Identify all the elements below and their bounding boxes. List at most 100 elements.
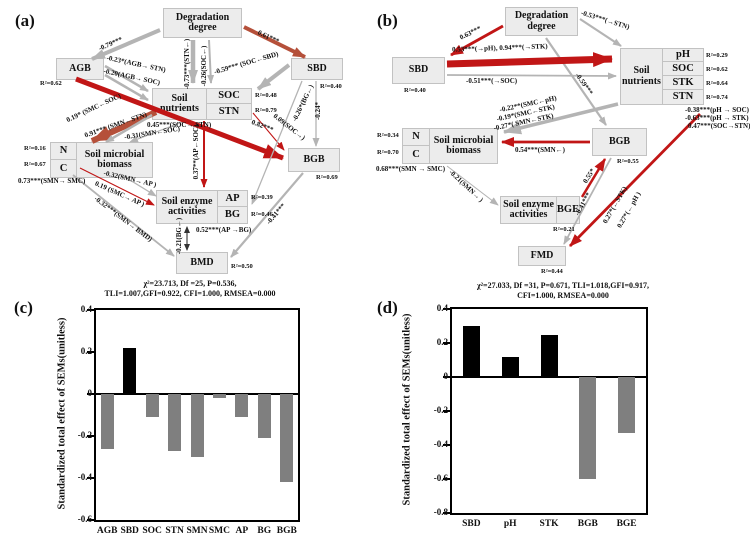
- bar-STN: [168, 394, 182, 451]
- x-tick-label-SMC: SMC: [208, 526, 230, 536]
- y-tick-label: -0.2: [77, 430, 92, 440]
- arrow-deg-sbd-a: [243, 25, 306, 59]
- x-tick-label-SBD: SBD: [462, 519, 481, 529]
- box-sbd-b: SBD: [392, 57, 445, 84]
- x-tick-label-SMN: SMN: [186, 526, 208, 536]
- x-tick-label-STN: STN: [165, 526, 184, 536]
- x-tick-label-SOC: SOC: [142, 526, 162, 536]
- arrow-deg-soc-a: [207, 39, 215, 84]
- bar-SBD: [123, 347, 137, 394]
- y-tick-label: -0.2: [433, 405, 448, 415]
- y-tick-mark: [443, 478, 450, 480]
- y-tick-label: 0.4: [436, 303, 448, 313]
- y-tick-mark: [443, 410, 450, 412]
- y-tick-label: 0: [443, 371, 449, 381]
- y-tick-label: 0.4: [80, 304, 92, 314]
- arrow-sbd-bg: [251, 80, 303, 205]
- arrow-agb-stn: [104, 64, 149, 93]
- x-tick-label-SBD: SBD: [120, 526, 139, 536]
- arrow-bgb-fmd: [563, 157, 612, 245]
- box-bg: BG: [217, 206, 248, 224]
- x-tick-label-BGE: BGE: [616, 519, 637, 529]
- bar-SMC: [212, 394, 226, 399]
- y-tick-mark: [443, 376, 450, 378]
- arrow-smn-ap: [119, 173, 157, 197]
- arrow-smn-enzyme-b: [446, 165, 499, 206]
- x-tick-label-AGB: AGB: [96, 526, 118, 536]
- panel-letter-a: (a): [15, 11, 35, 30]
- edge-label-deg-stn-a: -0.73***(STN←): [183, 38, 191, 90]
- box-bgb-a: BGB: [288, 148, 340, 172]
- bar-AP: [235, 394, 249, 418]
- edge-label-deg-soc-a: -0.26(SOC←): [200, 45, 208, 87]
- arrow-smc-ap: [79, 167, 155, 206]
- r2-agb: R²=0.62: [40, 80, 62, 87]
- bar-AGB: [100, 394, 114, 449]
- y-tick-label: 0.2: [436, 337, 448, 347]
- y-tick-mark: [87, 435, 94, 437]
- r2-bg: R²=0.46: [251, 211, 273, 218]
- box-fmd: FMD: [518, 246, 566, 266]
- edge-label-smn-smc-a: 0.73***(SMN→ SMC): [18, 177, 86, 185]
- r2-fmd: R²=0.44: [541, 268, 563, 275]
- box-bmd: BMD: [176, 252, 228, 274]
- y-tick-label: -0.6: [433, 473, 448, 483]
- y-tick-mark: [87, 477, 94, 479]
- arrow-bge-bgb: [580, 158, 607, 198]
- fit-stats-b-line1: χ²=27.033, Df =31, P=0.671, TLI=1.018,GF…: [476, 281, 650, 290]
- y-tick-mark: [443, 308, 450, 310]
- arrow-smn-bmd: [72, 174, 175, 257]
- arrow-bgb-bmd-a: [230, 172, 304, 258]
- edge-label-bg-bmd: -0.21(BG←): [175, 217, 183, 255]
- box-bge: BGE: [556, 196, 580, 224]
- r2-sbd-a: R²=0.40: [320, 83, 342, 90]
- box-bgb-b: BGB: [592, 128, 647, 156]
- bar-SMN: [190, 394, 204, 457]
- box-ap: AP: [217, 190, 248, 207]
- arrow-soc-bgb: [252, 112, 285, 151]
- zero-line: [452, 376, 646, 378]
- arrow-sbd-soc-a: [256, 63, 291, 91]
- x-tick-label-AP: AP: [235, 526, 249, 536]
- edge-label-bgb-smn: 0.54***(SMN←): [515, 146, 565, 154]
- arrow-sbd-soc-b: [446, 72, 617, 80]
- bar-SOC: [145, 394, 159, 418]
- edge-label-soc-ap: 0.37**(AP←SOC): [192, 124, 200, 180]
- arrow-deg-agb-a: [91, 28, 161, 61]
- arrow-deg-bgb-b: [545, 37, 607, 126]
- r2-soc-b: R²=0.62: [706, 66, 728, 73]
- panel-letter-c: (c): [14, 298, 33, 317]
- edge-label-ph-soc: -0.38***(pH → SOC): [685, 106, 749, 114]
- r2-bgb-b: R²=0.55: [617, 158, 639, 165]
- plot-area-d: 0.4 0.2 0 -0.2 -0.4 -0.6 -0.8 SBD pH STK BGB BGE: [434, 303, 648, 529]
- arrow-stn-smn: [105, 113, 153, 144]
- edge-label-smn-smc-b: 0.68***(SMN → SMC): [376, 165, 446, 173]
- arrow-agb-soc: [104, 73, 149, 102]
- bar-BGB: [280, 394, 294, 483]
- x-tick-label-STK: STK: [539, 519, 559, 529]
- r2-ph: R²=0.29: [706, 52, 728, 59]
- y-tick-label: -0.4: [77, 472, 92, 482]
- r2-n-b: R²=0.34: [377, 132, 399, 139]
- box-stn-b: STN: [662, 89, 704, 105]
- y-tick-label: -0.8: [433, 507, 448, 517]
- box-stn-a: STN: [206, 103, 252, 120]
- r2-c-a: R²=0.67: [24, 161, 46, 168]
- fit-stats-b: χ²=27.033, Df =31, P=0.671, TLI=1.018,GF…: [438, 281, 688, 301]
- box-sbd-a: SBD: [291, 58, 343, 80]
- y-tick-mark: [87, 519, 94, 521]
- edge-label-sbd-soc-b: -0.51***(→SOC): [466, 77, 518, 85]
- y-tick-label: -0.4: [433, 439, 448, 449]
- fit-stats-a-line1: χ²=23.713, Df =25, P=0.536,: [143, 279, 237, 288]
- y-tick-mark: [87, 309, 94, 311]
- bar-BGB: [579, 377, 597, 479]
- bar-SBD: [462, 326, 480, 377]
- box-degradation-degree-b: Degradation degree: [505, 7, 578, 36]
- plot-area-c: 0.4 0.2 0 -0.2 -0.4 -0.6 AGB SBD SOC STN SMN SMC AP B…: [78, 304, 300, 536]
- arrow-sbd-nutrients-b: [446, 52, 613, 68]
- y-tick-mark: [87, 351, 94, 353]
- y-tick-mark: [443, 342, 450, 344]
- r2-n-a: R²=0.16: [24, 145, 46, 152]
